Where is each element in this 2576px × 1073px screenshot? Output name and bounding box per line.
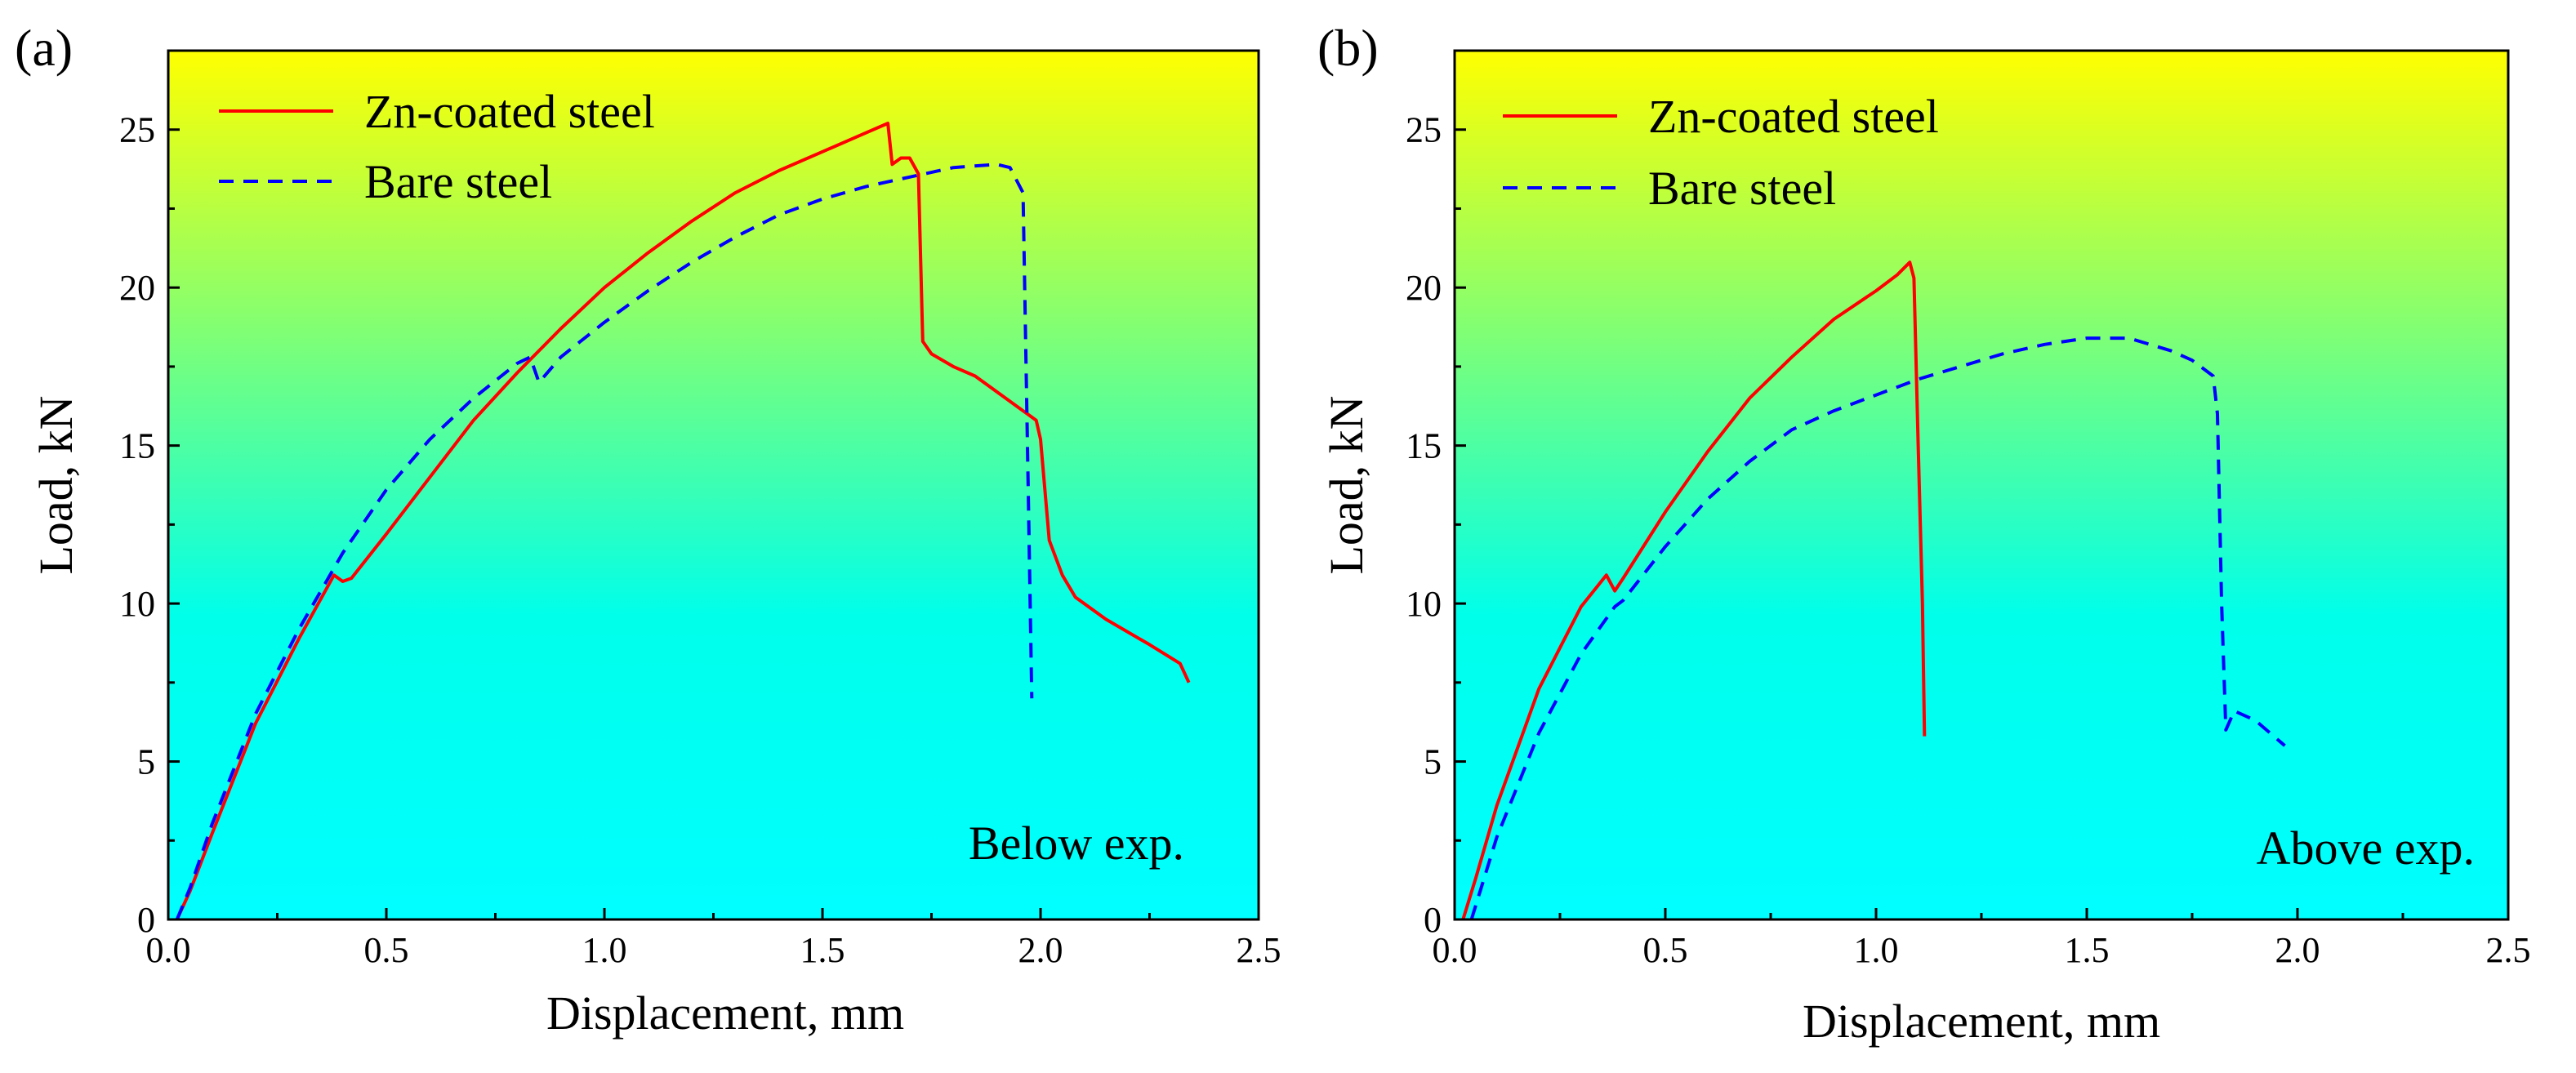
legend-a: Zn-coated steel Bare steel — [219, 85, 655, 208]
x-tick-label-a: 2.0 — [1018, 930, 1063, 970]
x-tick-label-b: 1.5 — [2065, 930, 2110, 970]
plot-area-b — [1455, 51, 2508, 919]
ticks-b: 0.0 0.5 1.0 1.5 2.0 2.5 0 5 10 15 20 25 — [1406, 49, 2531, 970]
series-line-bare-b — [1469, 336, 2286, 920]
legend-label-bare-b: Bare steel — [1648, 162, 1836, 215]
x-tick-label-b: 2.5 — [2486, 930, 2531, 970]
series-layer-a — [175, 122, 1191, 920]
x-tick-label-b: 2.0 — [2275, 930, 2320, 970]
y-tick-label-b: 20 — [1406, 268, 1442, 308]
x-tick-label-a: 0.0 — [146, 930, 191, 970]
x-tick-label-a: 1.5 — [800, 930, 845, 970]
y-axis-label-a: Load, kN — [29, 395, 82, 574]
series-layer-b — [1461, 260, 2286, 920]
legend-label-zn-b: Zn-coated steel — [1648, 90, 1939, 143]
y-tick-label-b: 25 — [1406, 110, 1442, 150]
y-tick-label-b: 15 — [1406, 426, 1442, 466]
y-tick-label-a: 5 — [137, 742, 155, 782]
x-tick-label-b: 0.0 — [1433, 930, 1477, 970]
x-tick-label-b: 0.5 — [1643, 930, 1688, 970]
y-tick-label-a: 15 — [119, 426, 155, 466]
series-line-zn-coated-a — [175, 122, 1191, 920]
y-axis-label-b: Load, kN — [1320, 395, 1373, 574]
series-line-zn-coated-b — [1461, 260, 1927, 920]
x-tick-label-b: 1.0 — [1854, 930, 1899, 970]
panel-b: 0.0 0.5 1.0 1.5 2.0 2.5 0 5 10 15 20 25 (b) Displac… — [1317, 19, 2531, 1048]
annotation-b: Above exp. — [2257, 821, 2475, 875]
y-tick-label-b: 10 — [1406, 584, 1442, 624]
panel-label-b: (b) — [1317, 19, 1379, 77]
x-tick-label-a: 1.0 — [582, 930, 627, 970]
y-tick-label-a: 25 — [119, 110, 155, 150]
y-tick-label-b: 5 — [1424, 742, 1442, 782]
x-tick-label-a: 0.5 — [364, 930, 409, 970]
panel-a: 0.0 0.5 1.0 1.5 2.0 2.5 0 5 10 15 20 25 (a) Displac… — [15, 19, 1281, 1040]
y-tick-label-a: 20 — [119, 268, 155, 308]
panel-label-a: (a) — [15, 19, 73, 77]
y-tick-label-a: 0 — [137, 900, 155, 940]
y-tick-label-b: 0 — [1424, 900, 1442, 940]
annotation-a: Below exp. — [969, 817, 1184, 870]
series-line-bare-a — [175, 163, 1034, 920]
plot-area-a — [168, 51, 1259, 919]
x-tick-label-a: 2.5 — [1237, 930, 1281, 970]
x-axis-label-a: Displacement, mm — [546, 986, 904, 1040]
x-axis-label-b: Displacement, mm — [1803, 995, 2160, 1048]
ticks-a: 0.0 0.5 1.0 1.5 2.0 2.5 0 5 10 15 20 25 — [119, 49, 1281, 970]
legend-label-bare-a: Bare steel — [364, 155, 552, 208]
y-tick-label-a: 10 — [119, 584, 155, 624]
legend-label-zn-a: Zn-coated steel — [364, 85, 655, 138]
legend-b: Zn-coated steel Bare steel — [1503, 90, 1939, 215]
